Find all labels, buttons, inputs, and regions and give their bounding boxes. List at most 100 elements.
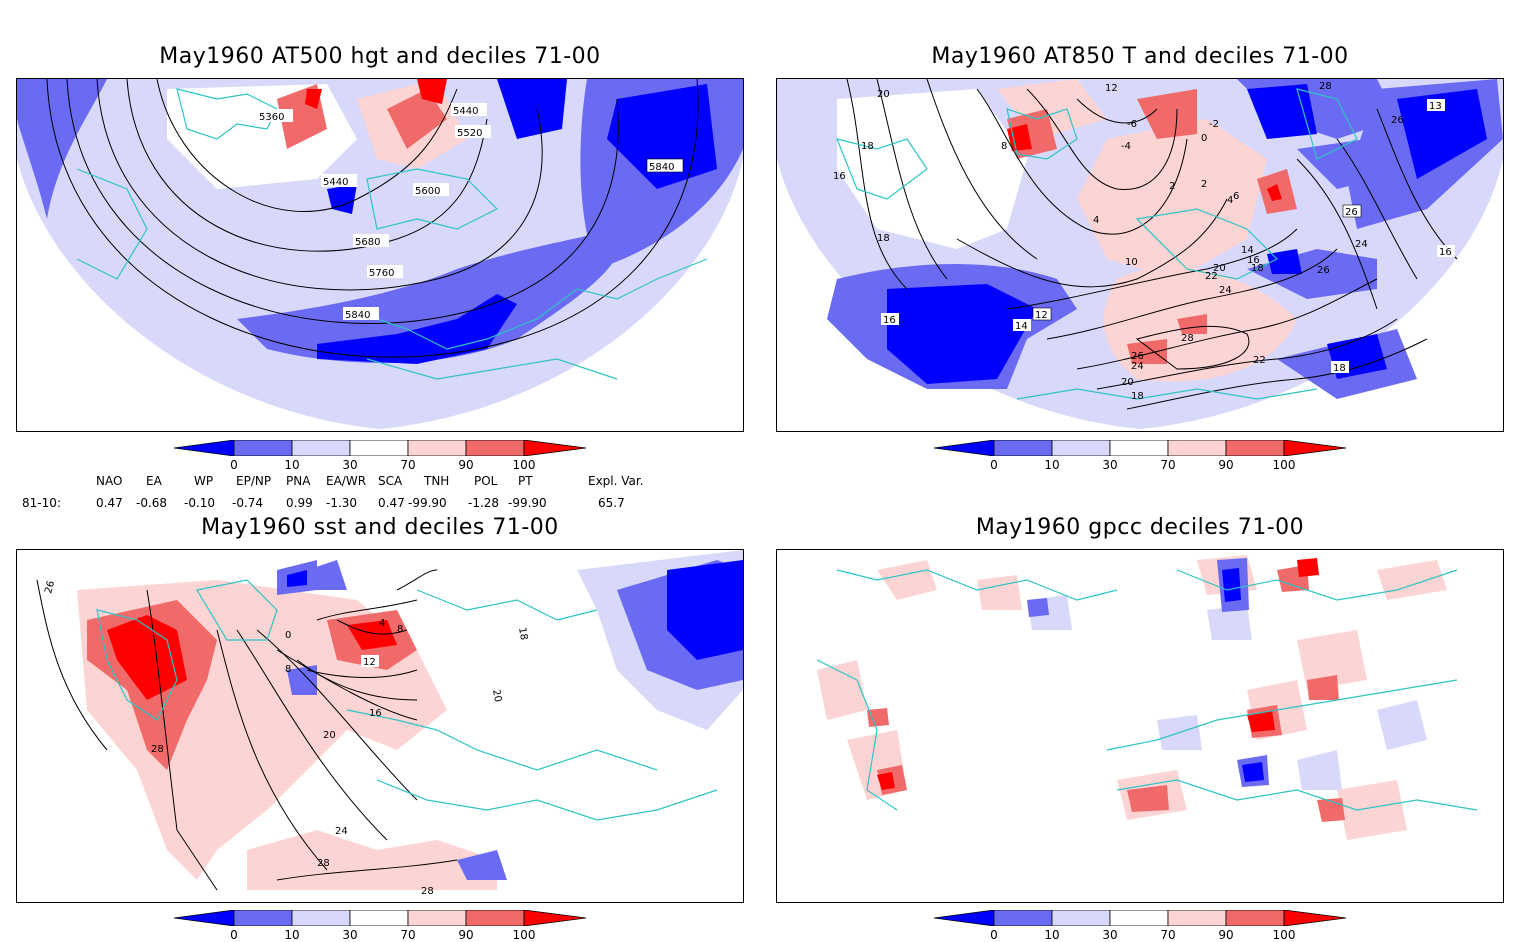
sst-label-8: 20 bbox=[323, 730, 336, 741]
index-value-pol: -1.28 bbox=[468, 496, 500, 510]
t850-label-35: 28 bbox=[1319, 81, 1332, 92]
contour-label-5: 5680 bbox=[355, 237, 380, 248]
colorbar-label-70: 70 bbox=[1160, 928, 1176, 942]
t850-label-19: 16 bbox=[1247, 255, 1260, 266]
index-value-tnh: -99.90 bbox=[408, 496, 447, 510]
colorbar-bottom-left-svg bbox=[173, 909, 587, 927]
t850-label-17: 14 bbox=[1015, 321, 1028, 332]
t850-label-4: 16 bbox=[883, 315, 896, 326]
contour-label-3: 5440 bbox=[323, 177, 348, 188]
colorbar-top-left-svg bbox=[173, 439, 587, 457]
t850-label-21: 20 bbox=[1213, 263, 1226, 274]
t850-label-6: 8 bbox=[1001, 141, 1007, 152]
index-header-tnh: TNH bbox=[424, 474, 450, 488]
t850-label-2: 16 bbox=[833, 171, 846, 182]
t850-label-25: 28 bbox=[1181, 333, 1194, 344]
map-gpcc-svg bbox=[816, 555, 1478, 840]
t850-label-3: 18 bbox=[877, 233, 890, 244]
contour-label-6: 5760 bbox=[369, 268, 394, 279]
t850-label-36: 13 bbox=[1429, 101, 1442, 112]
map-hgt500: 5360 5440 5520 5440 5600 5680 5760 5840 … bbox=[16, 78, 744, 432]
t850-label-31: 26 bbox=[1345, 207, 1358, 218]
index-value-nao: 0.47 bbox=[96, 496, 123, 510]
sst-label-9: 24 bbox=[335, 826, 348, 837]
t850-label-20: 18 bbox=[1251, 263, 1264, 274]
colorbar-label-70: 70 bbox=[400, 928, 416, 942]
t850-label-28: 22 bbox=[1253, 355, 1266, 366]
index-value-pt: -99.90 bbox=[508, 496, 547, 510]
map-gpcc bbox=[776, 549, 1504, 903]
sst-label-6: 8 bbox=[285, 664, 291, 675]
index-header-pt: PT bbox=[518, 474, 533, 488]
panel-title-gpcc: May1960 gpcc deciles 71-00 bbox=[975, 515, 1305, 540]
colorbar-bottom-left: 0 10 30 70 90 100 bbox=[173, 909, 587, 942]
map-t850-svg: 20 18 16 18 16 4 8 2 0 -2 -6 -4 2 4 6 10… bbox=[777, 79, 1503, 429]
t850-label-8: 0 bbox=[1201, 133, 1207, 144]
colorbar-label-90: 90 bbox=[1218, 458, 1234, 472]
index-value-sca: 0.47 bbox=[378, 496, 405, 510]
panel-title-sst: May1960 sst and deciles 71-00 bbox=[201, 515, 559, 540]
colorbar-label-0: 0 bbox=[230, 928, 238, 942]
contour-label-1: 5440 bbox=[453, 106, 478, 117]
contour-label-8: 5840 bbox=[649, 162, 674, 173]
index-value-ep-np: -0.74 bbox=[232, 496, 264, 510]
t850-label-14: 6 bbox=[1233, 191, 1239, 202]
index-header-pol: POL bbox=[474, 474, 498, 488]
t850-label-29: 20 bbox=[1121, 377, 1134, 388]
index-header-expl-var: Expl. Var. bbox=[588, 474, 644, 488]
t850-label-33: 16 bbox=[1439, 247, 1452, 258]
index-value-wp: -0.10 bbox=[184, 496, 216, 510]
sst-label-12: 18 bbox=[516, 627, 529, 641]
colorbar-label-100: 100 bbox=[1272, 458, 1296, 472]
map-sst: 26 28 0 4 8 12 8 16 20 24 28 28 18 20 bbox=[16, 549, 744, 903]
colorbar-label-70: 70 bbox=[1160, 458, 1176, 472]
sst-label-2: 0 bbox=[285, 630, 291, 641]
t850-label-32: 24 bbox=[1355, 239, 1368, 250]
t850-label-18: 14 bbox=[1241, 245, 1254, 256]
sst-label-11: 28 bbox=[421, 886, 434, 897]
index-header-ea: EA bbox=[146, 474, 162, 488]
sst-label-4: 8 bbox=[397, 624, 403, 635]
t850-label-30: 18 bbox=[1131, 391, 1144, 402]
index-value-expl-var: 65.7 bbox=[598, 496, 625, 510]
sst-label-1: 28 bbox=[151, 744, 164, 755]
colorbar-top-right-svg bbox=[933, 439, 1347, 457]
t850-label-9: -2 bbox=[1209, 119, 1219, 130]
t850-label-22: 22 bbox=[1205, 271, 1218, 282]
map-sst-svg: 26 28 0 4 8 12 8 16 20 24 28 28 18 20 bbox=[36, 550, 743, 897]
contour-label-7: 5840 bbox=[345, 310, 370, 321]
sst-label-5: 12 bbox=[363, 657, 376, 668]
t850-label-37: 26 bbox=[1391, 115, 1404, 126]
t850-label-5: 4 bbox=[1093, 215, 1099, 226]
colorbar-label-0: 0 bbox=[230, 458, 238, 472]
contour-label-0: 5360 bbox=[259, 112, 284, 123]
colorbar-bottom-right: 0 10 30 70 90 100 bbox=[933, 909, 1347, 942]
index-header-wp: WP bbox=[194, 474, 214, 488]
sst-label-3: 4 bbox=[379, 618, 385, 629]
colorbar-label-100: 100 bbox=[512, 928, 536, 942]
colorbar-label-0: 0 bbox=[990, 458, 998, 472]
colorbar-label-10: 10 bbox=[284, 928, 300, 942]
index-header-pna: PNA bbox=[286, 474, 311, 488]
sst-label-7: 16 bbox=[369, 708, 382, 719]
t850-label-11: -4 bbox=[1121, 141, 1131, 152]
colorbar-label-100: 100 bbox=[1272, 928, 1296, 942]
index-header-ea-wr: EA/WR bbox=[326, 474, 367, 488]
t850-label-15: 10 bbox=[1125, 257, 1138, 268]
index-row-label: 81-10: bbox=[22, 496, 61, 510]
contour-label-2: 5520 bbox=[457, 128, 482, 139]
sst-label-0: 26 bbox=[43, 580, 57, 595]
index-header-ep-np: EP/NP bbox=[236, 474, 272, 488]
colorbar-top-left: 0 10 30 70 90 100 bbox=[173, 439, 587, 472]
t850-label-1: 18 bbox=[861, 141, 874, 152]
colorbar-label-90: 90 bbox=[458, 458, 474, 472]
t850-label-26: 26 bbox=[1131, 351, 1144, 362]
sst-label-10: 28 bbox=[317, 858, 330, 869]
t850-label-0: 20 bbox=[877, 89, 890, 100]
t850-label-38: 12 bbox=[1105, 83, 1118, 94]
index-header-sca: SCA bbox=[378, 474, 403, 488]
colorbar-label-30: 30 bbox=[342, 928, 358, 942]
colorbar-top-right: 0 10 30 70 90 100 bbox=[933, 439, 1347, 472]
t850-label-7: 2 bbox=[1201, 179, 1207, 190]
panel-title-hgt500: May1960 AT500 hgt and deciles 71-00 bbox=[159, 44, 601, 69]
